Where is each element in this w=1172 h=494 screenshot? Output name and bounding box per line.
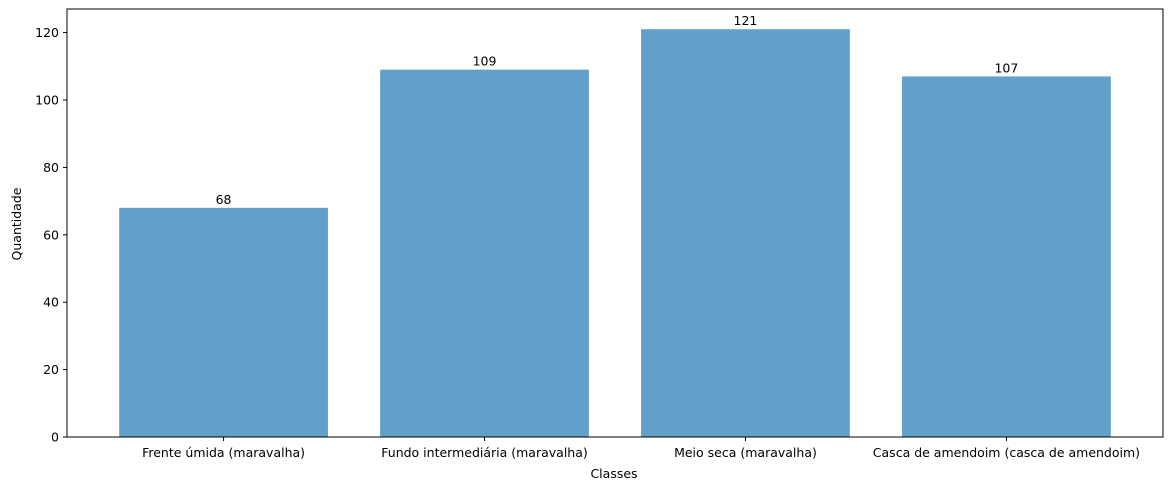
plot-frame [66, 8, 1164, 438]
data-labels-layer: 68 109 121 107 [216, 13, 1019, 207]
x-tick-label-0: Frente úmida (maravalha) [142, 445, 305, 460]
y-tick-label-6: 120 [35, 25, 59, 40]
y-axis-title: Quantidade [9, 187, 24, 260]
axes-layer: Frente úmida (maravalha) Fundo intermediá… [35, 8, 1164, 460]
y-tick-label-5: 100 [35, 92, 59, 107]
x-axis-title: Classes [590, 466, 637, 481]
y-tick-label-4: 80 [43, 160, 59, 175]
y-tick-label-0: 0 [51, 430, 59, 445]
data-label-1: 109 [473, 54, 497, 69]
x-tick-label-3: Casca de amendoim (casca de amendoim) [873, 445, 1140, 460]
bars-layer [119, 29, 1111, 438]
y-tick-label-3: 60 [43, 227, 59, 242]
bar-2 [641, 29, 850, 438]
y-tick-label-2: 40 [43, 295, 59, 310]
bar-0 [119, 207, 328, 437]
data-label-2: 121 [734, 13, 758, 28]
x-tick-label-1: Fundo intermediária (maravalha) [381, 445, 588, 460]
data-label-3: 107 [994, 60, 1018, 75]
y-tick-label-1: 20 [43, 362, 59, 377]
bar-3 [902, 76, 1111, 437]
data-label-0: 68 [216, 192, 232, 207]
x-tick-label-2: Meio seca (maravalha) [674, 445, 817, 460]
bar-1 [380, 69, 589, 438]
